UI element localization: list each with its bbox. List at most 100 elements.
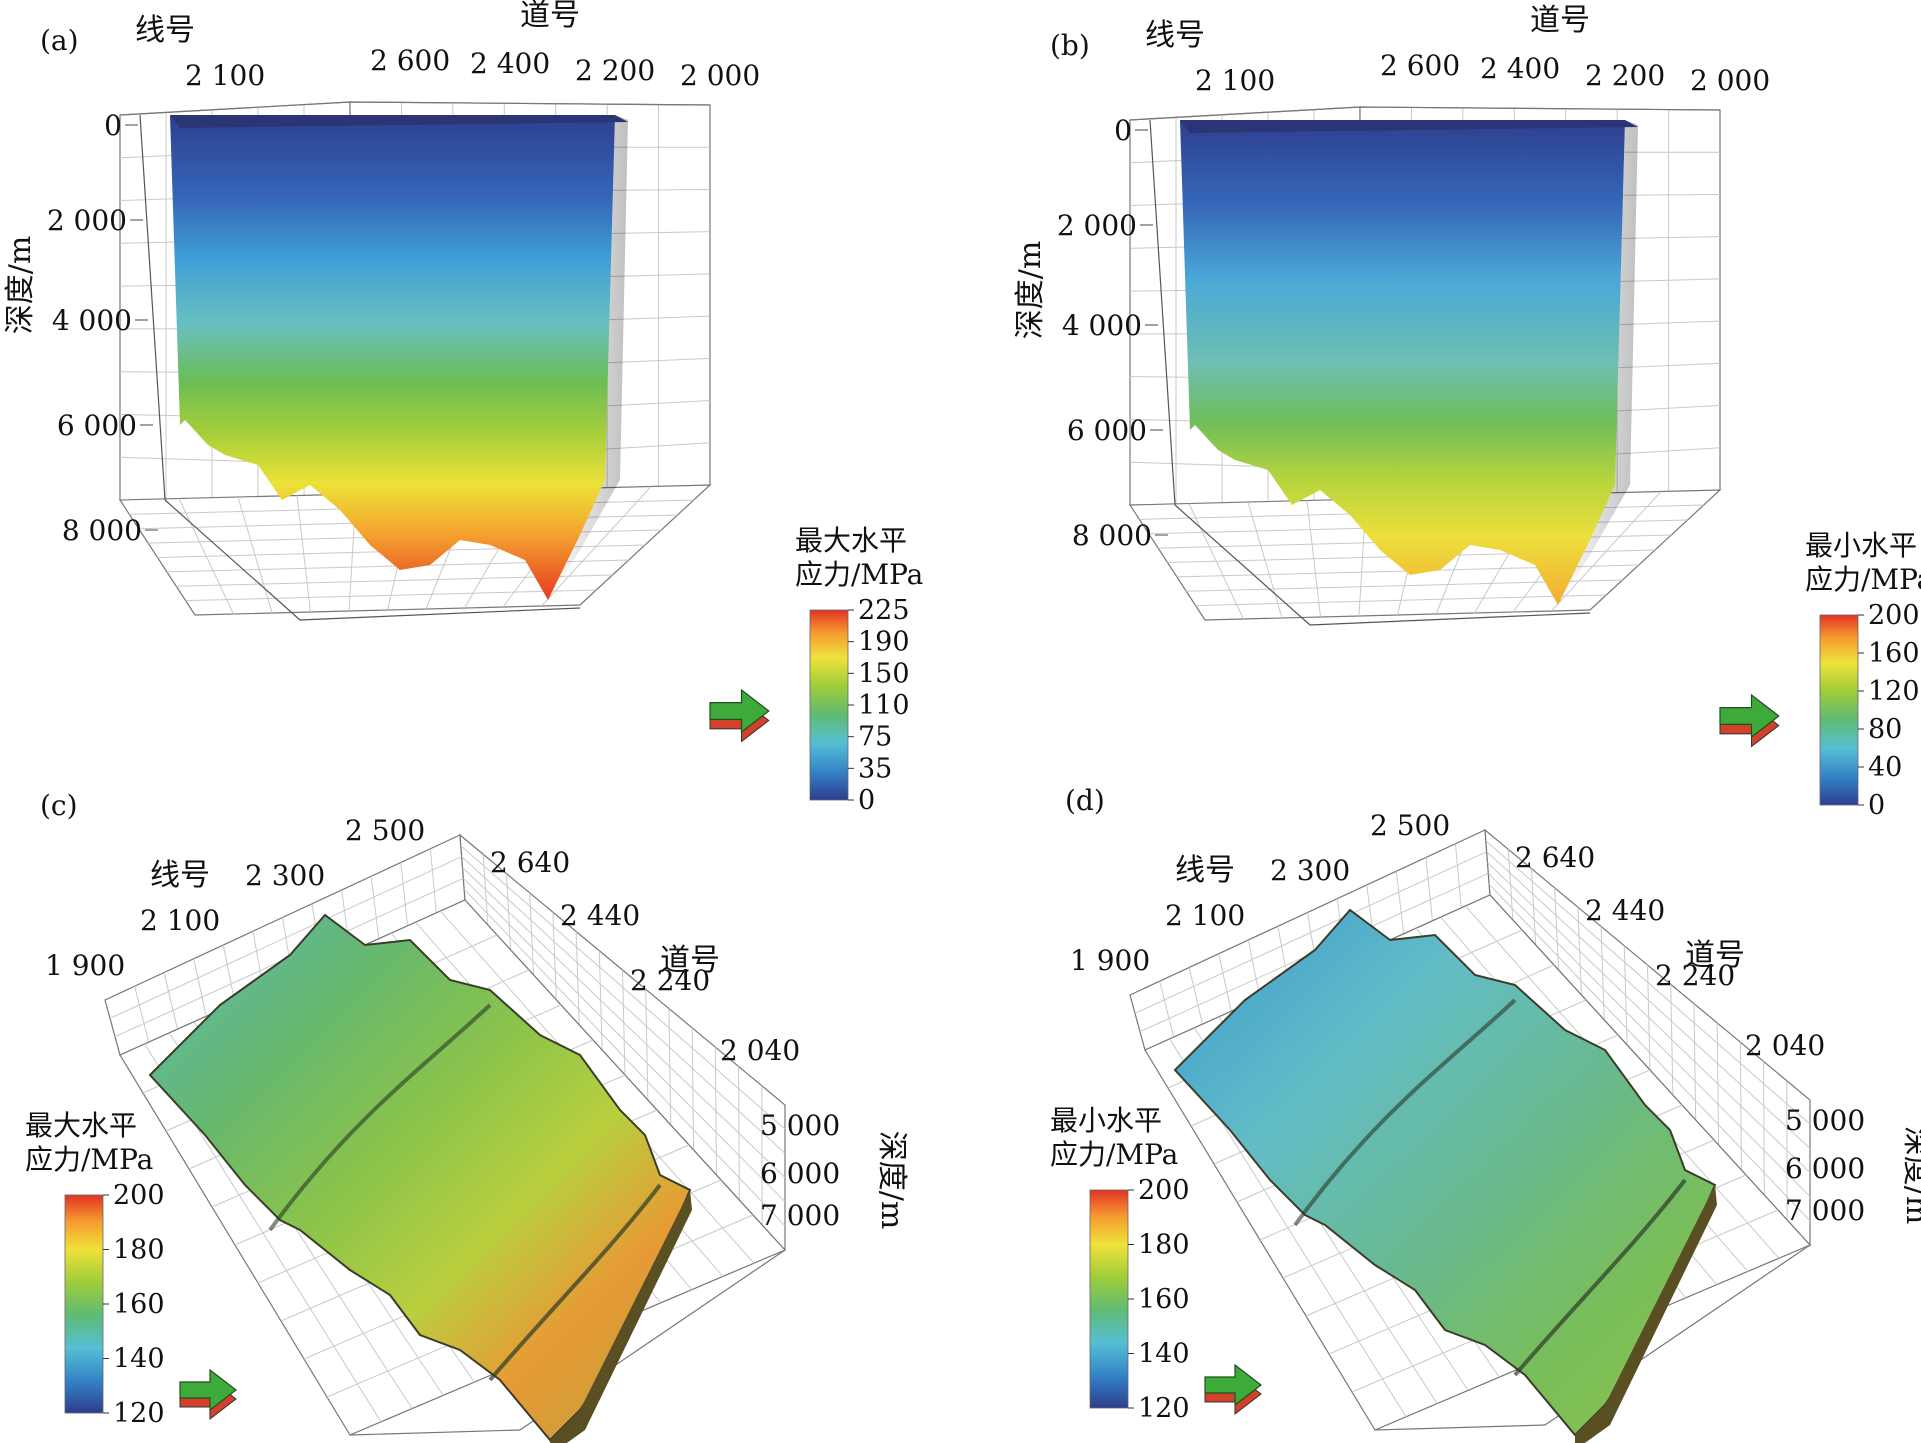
panel-label: (d) bbox=[1065, 784, 1105, 817]
depth-tick-label: 0 bbox=[104, 109, 122, 142]
panel-b: (b) 线号 道号 2 100 2 600 2 400 2 200 2 000 深度/m 0 2 0… bbox=[1013, 3, 1921, 821]
line-tick-label: 2 100 bbox=[185, 59, 265, 92]
fault-ridge bbox=[1513, 1178, 1687, 1377]
trace-axis bbox=[299, 607, 581, 621]
depth-tick-label: 7 000 bbox=[1785, 1194, 1865, 1227]
back-wall-left-gridline bbox=[1218, 953, 1232, 1012]
trace-axis-title: 道号 bbox=[1530, 3, 1590, 38]
back-wall-right-gridline bbox=[1485, 840, 1811, 1125]
volume-front-face bbox=[1180, 120, 1625, 605]
direction-arrow bbox=[1719, 693, 1780, 739]
colorbar-tick-label: 35 bbox=[858, 753, 892, 784]
line-axis bbox=[1174, 504, 1311, 626]
trace-tick-label: 2 040 bbox=[720, 1034, 800, 1067]
trace-axis bbox=[1309, 612, 1591, 626]
colorbar bbox=[1089, 1189, 1129, 1409]
back-wall-left-gridline bbox=[1134, 851, 1487, 1014]
panel-label: (b) bbox=[1050, 29, 1090, 62]
colorbar bbox=[809, 609, 849, 801]
volume-side-face bbox=[548, 115, 628, 600]
colorbar-title: 应力/MPa bbox=[1805, 563, 1921, 596]
fault-ridge bbox=[1293, 998, 1517, 1227]
colorbar-tick-label: 200 bbox=[1868, 600, 1920, 631]
depth-tick-label: 6 000 bbox=[1785, 1152, 1865, 1185]
depth-tick-label: 4 000 bbox=[1062, 309, 1142, 342]
colorbar-tick-label: 180 bbox=[113, 1235, 165, 1266]
colorbar-title: 应力/MPa bbox=[25, 1143, 153, 1176]
direction-arrow bbox=[1204, 1363, 1262, 1407]
depth-tick-label: 4 000 bbox=[52, 304, 132, 337]
depth-tick-label: 7 000 bbox=[760, 1199, 840, 1232]
volume-side-face bbox=[1558, 120, 1638, 605]
line-axis bbox=[164, 499, 301, 621]
panel-label: (c) bbox=[40, 789, 78, 822]
top-edge bbox=[119, 101, 711, 116]
trace-axis-title: 道号 bbox=[520, 0, 580, 33]
depth-tick-label: 5 000 bbox=[1785, 1104, 1865, 1137]
colorbar-title: 应力/MPa bbox=[795, 558, 923, 591]
colorbar-tick-label: 160 bbox=[113, 1289, 165, 1320]
colorbar-title: 最大水平 bbox=[25, 1109, 137, 1142]
colorbar-tick-label: 180 bbox=[1138, 1230, 1190, 1261]
back-wall-right-gridline bbox=[1487, 862, 1811, 1173]
direction-arrow bbox=[709, 688, 770, 734]
depth-axis-title: 深度/m bbox=[1013, 241, 1048, 340]
back-wall-left-gridline bbox=[1159, 981, 1175, 1038]
colorbar-tick-label: 200 bbox=[113, 1180, 165, 1211]
trace-axis-title: 道号 bbox=[660, 943, 720, 978]
trace-tick-label: 2 000 bbox=[1690, 64, 1770, 97]
colorbar bbox=[1819, 614, 1859, 806]
panel-a: (a) 线号 道号 2 100 2 600 2 400 2 200 2 000 深度/m 0 2 0… bbox=[3, 0, 923, 816]
trace-tick-label: 2 240 bbox=[630, 964, 710, 997]
colorbar-title: 应力/MPa bbox=[1050, 1138, 1178, 1171]
depth-tick-label: 0 bbox=[1114, 114, 1132, 147]
colorbar-tick-label: 160 bbox=[1868, 638, 1920, 669]
trace-tick-label: 2 240 bbox=[1655, 959, 1735, 992]
colorbar-tick-label: 200 bbox=[1138, 1175, 1190, 1206]
trace-tick-label: 2 200 bbox=[575, 54, 655, 87]
depth-tick-label: 8 000 bbox=[1072, 519, 1152, 552]
trace-tick-label: 2 440 bbox=[1585, 894, 1665, 927]
trace-tick-label: 2 400 bbox=[1480, 52, 1560, 85]
back-wall-left-gridline bbox=[222, 944, 236, 1004]
panel-label: (a) bbox=[40, 24, 79, 57]
fault-ridge bbox=[268, 1003, 492, 1232]
back-wall-right-gridline bbox=[463, 888, 786, 1227]
trace-tick-label: 2 040 bbox=[1745, 1029, 1825, 1062]
line-tick-label: 2 500 bbox=[345, 814, 425, 847]
back-wall-right-gridline bbox=[461, 856, 786, 1154]
back-wall-right-gridline bbox=[1486, 851, 1811, 1149]
colorbar-tick-label: 75 bbox=[858, 722, 892, 753]
floor-plane-gridline bbox=[185, 589, 597, 602]
surface-side bbox=[550, 1190, 692, 1443]
back-wall-right-gridline bbox=[1488, 883, 1811, 1222]
direction-arrow bbox=[179, 1368, 237, 1412]
volume-top-face bbox=[170, 115, 628, 128]
line-tick-label: 1 900 bbox=[1070, 944, 1150, 977]
depth-tick-label: 6 000 bbox=[760, 1157, 840, 1190]
line-tick-label: 2 100 bbox=[1165, 899, 1245, 932]
back-wall-left-gridline bbox=[1425, 857, 1433, 921]
back-wall-left-gridline bbox=[1395, 871, 1405, 934]
colorbar-tick-label: 0 bbox=[858, 785, 875, 816]
colorbar-tick-label: 150 bbox=[858, 658, 910, 689]
floor-edge bbox=[1374, 1424, 1546, 1431]
colorbar-tick-label: 120 bbox=[113, 1398, 165, 1429]
line-tick-label: 2 500 bbox=[1370, 809, 1450, 842]
depth-tick-label: 2 000 bbox=[47, 204, 127, 237]
back-wall-left-gridline bbox=[1188, 967, 1203, 1025]
colorbar-title: 最大水平 bbox=[795, 524, 907, 557]
depth-tick-label: 6 000 bbox=[57, 409, 137, 442]
floor-edge bbox=[349, 1429, 521, 1436]
trace-axis-title: 道号 bbox=[1685, 938, 1745, 973]
back-wall-right-gridline bbox=[1487, 872, 1811, 1198]
back-wall-left-gridline bbox=[1247, 939, 1261, 999]
colorbar-tick-label: 140 bbox=[113, 1344, 165, 1375]
colorbar-tick-label: 120 bbox=[1138, 1393, 1190, 1424]
colorbar-title: 最小水平 bbox=[1050, 1104, 1162, 1137]
back-wall-left-gridline bbox=[163, 972, 178, 1030]
depth-axis-title: 深度/m bbox=[874, 1131, 909, 1230]
depth-axis bbox=[139, 114, 166, 501]
